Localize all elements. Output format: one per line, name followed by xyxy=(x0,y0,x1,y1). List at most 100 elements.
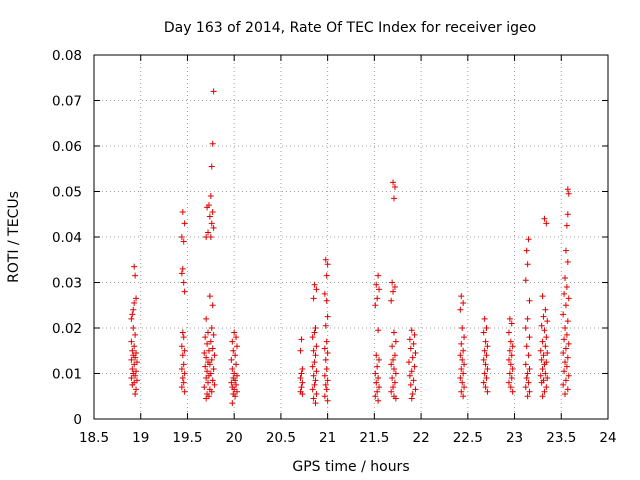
data-point-plus-marker xyxy=(205,229,212,236)
data-point-plus-marker xyxy=(392,395,399,402)
data-point-plus-marker xyxy=(128,315,135,322)
x-tick-label: 20 xyxy=(226,430,243,446)
data-point-plus-marker xyxy=(210,365,217,372)
data-point-plus-marker xyxy=(560,311,567,318)
data-point-plus-marker xyxy=(561,336,568,343)
data-point-plus-marker xyxy=(208,356,215,363)
data-point-plus-marker xyxy=(522,361,529,368)
data-point-plus-marker xyxy=(179,352,186,359)
data-point-plus-marker xyxy=(202,363,209,370)
data-point-plus-marker xyxy=(507,384,514,391)
data-point-plus-marker xyxy=(374,388,381,395)
data-point-plus-marker xyxy=(392,338,399,345)
data-point-plus-marker xyxy=(484,343,491,350)
data-point-plus-marker xyxy=(322,256,329,263)
data-point-plus-marker xyxy=(408,368,415,375)
data-point-plus-marker xyxy=(480,356,487,363)
data-point-plus-marker xyxy=(130,306,137,313)
data-point-plus-marker xyxy=(132,331,139,338)
data-point-plus-marker xyxy=(560,381,567,388)
data-point-plus-marker xyxy=(539,293,546,300)
data-point-plus-marker xyxy=(412,386,419,393)
data-point-plus-marker xyxy=(310,347,317,354)
data-point-plus-marker xyxy=(525,352,532,359)
data-point-plus-marker xyxy=(131,343,138,350)
data-point-plus-marker xyxy=(562,359,569,366)
data-point-plus-marker xyxy=(541,327,548,334)
data-point-plus-marker xyxy=(128,375,135,382)
data-point-plus-marker xyxy=(321,290,328,297)
y-tick-label: 0.08 xyxy=(52,48,82,64)
data-point-plus-marker xyxy=(390,288,397,295)
data-point-plus-marker xyxy=(565,340,572,347)
x-tick-label: 22.5 xyxy=(453,430,483,446)
data-point-plus-marker xyxy=(459,379,466,386)
data-point-plus-marker xyxy=(564,318,571,325)
data-point-plus-marker xyxy=(129,381,136,388)
data-point-plus-marker xyxy=(390,329,397,336)
data-point-plus-marker xyxy=(524,261,531,268)
data-point-plus-marker xyxy=(180,238,187,245)
data-point-plus-marker xyxy=(407,345,414,352)
data-point-plus-marker xyxy=(390,365,397,372)
data-point-plus-marker xyxy=(133,386,140,393)
data-point-plus-marker xyxy=(206,361,213,368)
data-point-plus-marker xyxy=(202,334,209,341)
data-point-plus-marker xyxy=(232,393,239,400)
data-point-plus-marker xyxy=(390,384,397,391)
data-point-plus-marker xyxy=(391,379,398,386)
data-point-plus-marker xyxy=(207,338,214,345)
data-point-plus-marker xyxy=(209,345,216,352)
data-point-plus-marker xyxy=(374,363,381,370)
data-point-plus-marker xyxy=(461,361,468,368)
data-point-plus-marker xyxy=(210,331,217,338)
data-point-plus-marker xyxy=(132,372,139,379)
data-point-plus-marker xyxy=(409,354,416,361)
data-point-plus-marker xyxy=(461,384,468,391)
data-point-plus-marker xyxy=(209,140,216,147)
data-point-plus-marker xyxy=(564,186,571,193)
data-point-plus-marker xyxy=(523,247,530,254)
x-tick-label: 21.5 xyxy=(359,430,389,446)
data-point-plus-marker xyxy=(311,381,318,388)
data-point-plus-marker xyxy=(179,265,186,272)
data-point-plus-marker xyxy=(321,345,328,352)
y-tick-label: 0.07 xyxy=(52,94,82,110)
data-point-plus-marker xyxy=(538,379,545,386)
data-point-plus-marker xyxy=(392,370,399,377)
data-point-plus-marker xyxy=(482,338,489,345)
data-point-plus-marker xyxy=(564,211,571,218)
data-point-plus-marker xyxy=(129,365,136,372)
data-point-plus-marker xyxy=(228,356,235,363)
data-point-plus-marker xyxy=(391,352,398,359)
data-point-plus-marker xyxy=(458,293,465,300)
data-point-plus-marker xyxy=(132,390,139,397)
data-point-plus-marker xyxy=(505,379,512,386)
x-tick-label: 24 xyxy=(599,430,616,446)
data-point-plus-marker xyxy=(312,325,319,331)
data-point-plus-marker xyxy=(131,361,138,368)
x-tick-label: 20.5 xyxy=(266,430,296,446)
data-point-plus-marker xyxy=(457,375,464,382)
data-point-plus-marker xyxy=(323,297,330,304)
data-point-plus-marker xyxy=(565,295,572,302)
data-point-plus-marker xyxy=(376,356,383,363)
data-point-plus-marker xyxy=(480,379,487,386)
data-point-plus-marker xyxy=(406,372,413,379)
data-point-plus-marker xyxy=(229,338,236,345)
data-point-plus-marker xyxy=(131,299,138,306)
data-point-plus-marker xyxy=(204,204,211,211)
data-point-plus-marker xyxy=(539,393,546,400)
data-point-plus-marker xyxy=(206,293,213,300)
data-point-plus-marker xyxy=(526,297,533,304)
data-point-plus-marker xyxy=(482,384,489,391)
data-point-plus-marker xyxy=(389,279,396,286)
data-point-plus-marker xyxy=(311,281,318,288)
data-point-plus-marker xyxy=(229,400,236,407)
data-point-plus-marker xyxy=(388,297,395,304)
data-point-plus-marker xyxy=(537,347,544,354)
data-point-plus-marker xyxy=(542,370,549,377)
data-point-plus-marker xyxy=(542,343,549,350)
y-tick-label: 0.02 xyxy=(52,321,82,337)
